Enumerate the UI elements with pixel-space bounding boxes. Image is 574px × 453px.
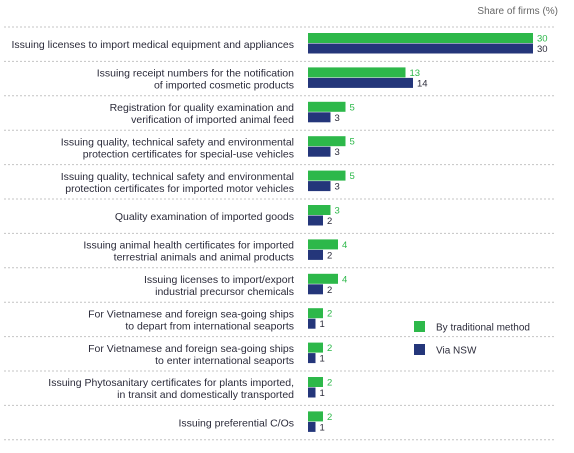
- bar-traditional: [308, 205, 331, 215]
- value-label: 4: [342, 240, 347, 251]
- unit-label: Share of firms (%): [477, 6, 558, 17]
- value-label: 2: [327, 285, 332, 296]
- value-label: 2: [327, 412, 332, 423]
- bar-nsw: [308, 77, 413, 88]
- bar-nsw: [308, 318, 316, 329]
- bar-nsw: [308, 387, 316, 398]
- category-label: Issuing licenses to import/export industr…: [144, 274, 294, 298]
- bar-traditional: [308, 377, 323, 387]
- bar-nsw: [308, 421, 316, 432]
- value-label: 30: [537, 34, 548, 45]
- value-label: 2: [327, 250, 332, 261]
- value-label: 2: [327, 216, 332, 227]
- category-label: Issuing preferential C/Os: [178, 418, 294, 430]
- bar-nsw: [308, 215, 323, 226]
- bar-traditional: [308, 101, 346, 112]
- bar-nsw: [308, 284, 323, 295]
- value-label: 30: [537, 44, 548, 55]
- bar-nsw: [308, 181, 331, 192]
- category-label: Registration for quality examination and…: [110, 102, 295, 126]
- value-label: 5: [350, 137, 355, 148]
- value-label: 4: [342, 274, 347, 285]
- legend-label: By traditional method: [436, 323, 530, 334]
- value-label: 5: [350, 171, 355, 182]
- bar-traditional: [308, 273, 338, 284]
- value-label: 1: [320, 388, 325, 399]
- value-label: 1: [320, 319, 325, 330]
- category-label: For Vietnamese and foreign sea-going shi…: [88, 343, 294, 367]
- bar-nsw: [308, 43, 533, 54]
- bar-traditional: [308, 67, 406, 78]
- bar-traditional: [308, 308, 323, 319]
- bar-traditional: [308, 33, 533, 43]
- category-label: Issuing Phytosanitary certificates for p…: [48, 377, 294, 401]
- bar-nsw: [308, 249, 323, 260]
- category-label: Issuing quality, technical safety and en…: [61, 136, 294, 160]
- category-label: For Vietnamese and foreign sea-going shi…: [88, 308, 294, 332]
- category-label: Issuing quality, technical safety and en…: [61, 171, 294, 195]
- value-label: 1: [320, 354, 325, 365]
- bar-traditional: [308, 170, 346, 181]
- value-label: 3: [335, 206, 340, 217]
- bar-traditional: [308, 411, 323, 422]
- value-label: 3: [335, 147, 340, 158]
- value-label: 13: [410, 68, 421, 79]
- bar-nsw: [308, 353, 316, 364]
- value-label: 1: [320, 422, 325, 433]
- value-label: 3: [335, 182, 340, 193]
- value-label: 3: [335, 113, 340, 124]
- bar-nsw: [308, 112, 331, 123]
- legend-swatch: [414, 321, 425, 332]
- category-label: Issuing animal health certificates for i…: [83, 240, 294, 264]
- category-label: Quality examination of imported goods: [115, 211, 294, 223]
- value-label: 2: [327, 309, 332, 320]
- value-label: 2: [327, 343, 332, 354]
- legend-swatch: [414, 344, 425, 355]
- category-label: Issuing receipt numbers for the notifica…: [97, 68, 294, 92]
- value-label: 5: [350, 102, 355, 113]
- bar-traditional: [308, 342, 323, 353]
- legend-label: Via NSW: [436, 346, 477, 357]
- bar-traditional: [308, 136, 346, 147]
- bar-traditional: [308, 239, 338, 250]
- bar-nsw: [308, 146, 331, 157]
- value-label: 2: [327, 378, 332, 389]
- category-label: Issuing licenses to import medical equip…: [12, 39, 295, 51]
- value-label: 14: [417, 78, 428, 89]
